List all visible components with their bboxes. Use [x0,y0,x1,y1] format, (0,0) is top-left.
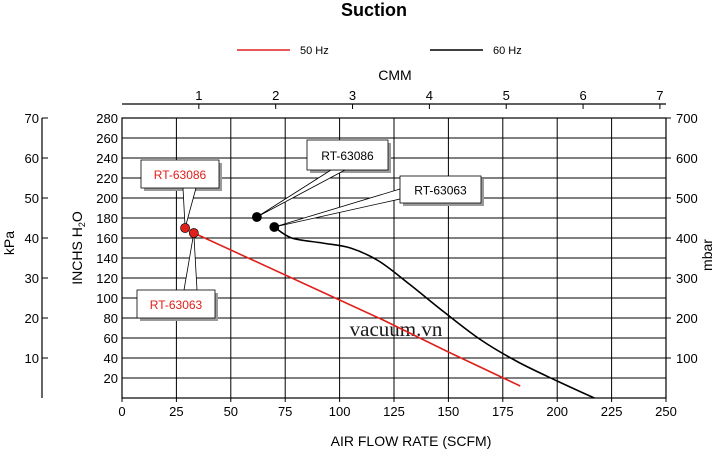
cmm-tick-label: 7 [656,88,663,103]
series-line-1 [273,226,595,399]
y-tick-label: 280 [96,111,118,126]
callout-label: RT-63086 [321,149,374,163]
callout-pointer [183,232,198,291]
legend: 50 Hz 60 Hz [237,45,522,57]
y-tick-label: 220 [96,171,118,186]
x-tick-label: 200 [546,404,568,419]
mbar-tick-label: 200 [676,311,698,326]
tick-labels: 0 25 50 75 100 125 150 175 200 225 250204060801001… [25,88,698,419]
cmm-tick-label: 5 [503,88,510,103]
x-tick-label: 250 [655,404,677,419]
kpa-tick-label: 50 [25,191,39,206]
kpa-tick-label: 30 [25,271,39,286]
series-lines [193,226,595,399]
cmm-tick-label: 2 [272,88,279,103]
x-tick-label: 0 [118,404,125,419]
mbar-tick-label: 400 [676,231,698,246]
cmm-tick-label: 4 [426,88,433,103]
callout-label: RT-63063 [414,184,467,198]
kpa-tick-label: 60 [25,151,39,166]
callout-box [306,139,389,171]
y-tick-label: 260 [96,131,118,146]
legend-label-60hz: 60 Hz [493,45,522,57]
kpa-tick-label: 40 [25,231,39,246]
data-point [252,212,262,222]
x-tick-label: 75 [278,404,292,419]
data-point [269,222,280,232]
y-tick-label: 80 [104,311,118,326]
callout-box [136,289,216,319]
x-tick-label: 125 [383,404,405,419]
kpa-tick-label: 10 [25,351,39,366]
y-main-title-subscript: 2 [77,222,87,227]
mbar-tick-label: 600 [676,151,698,166]
y-main-title-text: INCHS H [69,227,85,285]
callout-label: RT-63086 [154,168,207,182]
callout-label: RT-63063 [150,298,203,312]
y-tick-label: 120 [96,271,118,286]
x-tick-label: 50 [224,404,238,419]
y-tick-label: 60 [104,331,118,346]
x-tick-label: 100 [329,404,351,419]
data-points [180,212,280,238]
cmm-tick-label: 6 [579,88,586,103]
y-tick-label: 180 [96,211,118,226]
y-tick-label: 240 [96,151,118,166]
series-line-0 [193,232,521,387]
x-tick-label: 175 [492,404,514,419]
mbar-tick-label: 700 [676,111,698,126]
y-tick-label: 100 [96,291,118,306]
callout-box [399,175,482,204]
callouts: RT-63086 RT-63063 RT-63086 RT-63063 [136,139,484,321]
mbar-tick-label: 100 [676,351,698,366]
y-left-axis-title: kPa [1,231,17,255]
legend-label-50hz: 50 Hz [300,45,329,57]
y-right-axis-title: mbar [699,239,715,271]
y-tick-label: 20 [104,371,118,386]
mbar-tick-label: 300 [676,271,698,286]
data-point [180,223,191,233]
y-main-axis-title: INCHS H2O [69,211,87,285]
x-axis-title: AIR FLOW RATE (SCFM) [331,433,492,449]
cmm-tick-label: 1 [195,88,202,103]
y-tick-label: 140 [96,251,118,266]
cmm-tick-label: 3 [349,88,356,103]
x-tick-label: 25 [169,404,183,419]
data-point [188,228,199,238]
callout-box [140,159,220,189]
kpa-tick-label: 70 [25,111,39,126]
kpa-tick-label: 20 [25,311,39,326]
y-tick-label: 160 [96,231,118,246]
y-tick-label: 40 [104,351,118,366]
y-tick-label: 200 [96,191,118,206]
callout-pointer [182,187,197,229]
watermark: vacuum.vn [350,317,443,341]
top-axis-title: CMM [378,67,411,83]
x-tick-label: 225 [601,404,623,419]
y-main-title-end: O [69,211,85,222]
x-tick-label: 150 [438,404,460,419]
mbar-tick-label: 500 [676,191,698,206]
chart-title: Suction [341,0,407,20]
